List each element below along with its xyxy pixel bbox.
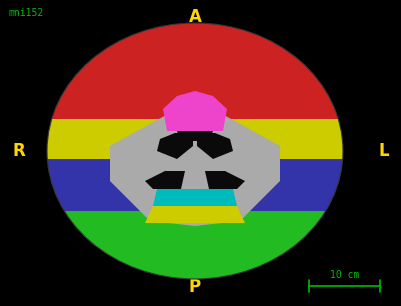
Text: L: L (379, 142, 389, 160)
Polygon shape (145, 206, 245, 223)
Polygon shape (177, 131, 213, 141)
Polygon shape (205, 171, 245, 189)
Polygon shape (37, 211, 353, 289)
Text: P: P (189, 278, 201, 296)
Text: mni152: mni152 (8, 8, 43, 18)
Polygon shape (110, 109, 280, 226)
Text: A: A (188, 8, 201, 26)
Polygon shape (37, 159, 353, 211)
Text: R: R (12, 142, 25, 160)
Polygon shape (153, 189, 237, 206)
Polygon shape (37, 3, 353, 119)
Ellipse shape (47, 23, 343, 279)
Polygon shape (145, 171, 185, 189)
Polygon shape (37, 119, 353, 159)
Polygon shape (197, 133, 233, 159)
Polygon shape (163, 91, 227, 131)
Polygon shape (157, 133, 193, 159)
Text: 10 cm: 10 cm (330, 270, 359, 280)
